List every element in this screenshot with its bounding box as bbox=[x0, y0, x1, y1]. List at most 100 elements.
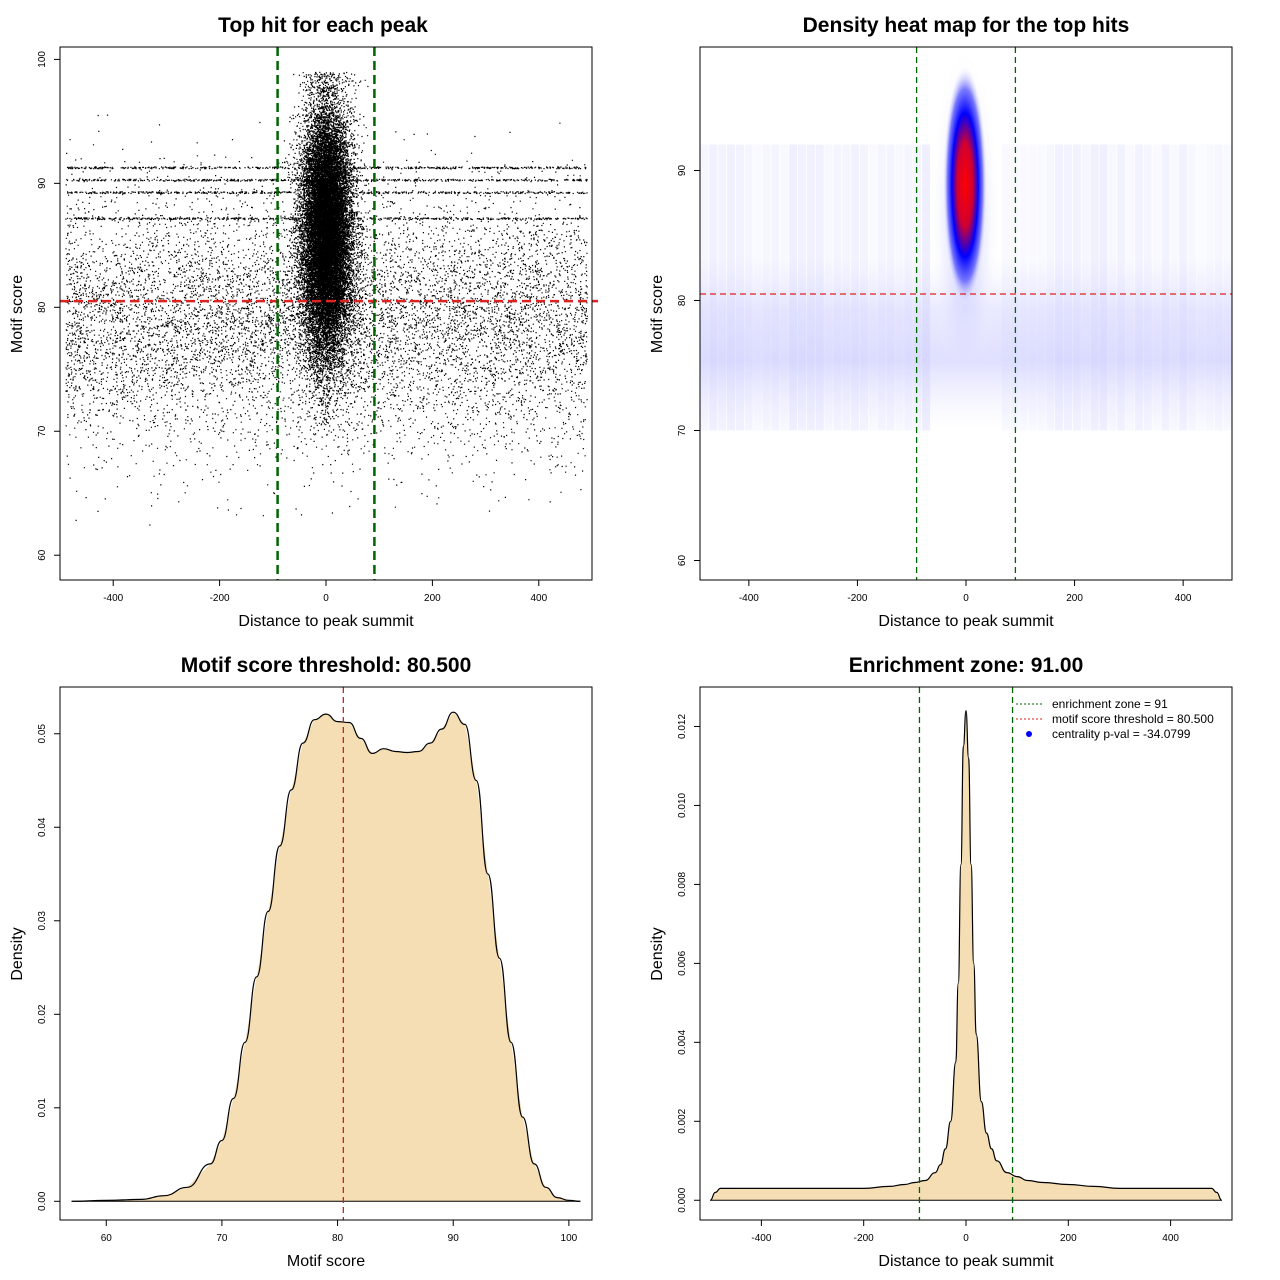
x-axis-label: Distance to peak summit bbox=[878, 613, 1054, 630]
y-tick-label: 0.03 bbox=[37, 911, 48, 931]
density-streak bbox=[886, 144, 895, 431]
reference-lines bbox=[60, 47, 598, 580]
density-plot-area bbox=[71, 687, 581, 1220]
density-streak bbox=[815, 144, 824, 431]
y-tick-label: 0.008 bbox=[677, 871, 688, 896]
density-streak bbox=[860, 144, 869, 431]
density-streak bbox=[1126, 144, 1135, 431]
density-streak bbox=[1196, 144, 1205, 431]
reference-lines bbox=[700, 47, 1232, 580]
density-streak bbox=[1055, 144, 1064, 431]
y-tick-label: 0.01 bbox=[37, 1098, 48, 1118]
x-tick-label: 80 bbox=[332, 1233, 344, 1244]
x-tick-label: -400 bbox=[103, 593, 123, 604]
axes: 60 70 80 90 100 0.00 0.01 0.02 0.03 0.04 0.05 bbox=[37, 724, 578, 1244]
density-streak bbox=[904, 144, 913, 431]
y-axis-label: Density bbox=[649, 927, 666, 980]
axes: -400 -200 0 200 400 60 70 80 90 100 bbox=[37, 51, 548, 604]
density-streak bbox=[1170, 144, 1179, 431]
density-streak bbox=[1108, 144, 1117, 431]
x-tick-label: -200 bbox=[210, 593, 230, 604]
density-streak bbox=[868, 144, 877, 431]
density-streak bbox=[922, 144, 931, 431]
density-streak bbox=[1152, 144, 1161, 431]
density-streak bbox=[1037, 144, 1046, 431]
axes: -400 -200 0 200 400 60 70 80 90 bbox=[677, 165, 1192, 604]
scatter-points bbox=[65, 71, 588, 526]
density-streak bbox=[1072, 144, 1081, 431]
density-streak bbox=[1117, 144, 1126, 431]
density-streak bbox=[1143, 144, 1152, 431]
density-streak bbox=[735, 144, 744, 431]
density-streak bbox=[1019, 144, 1028, 431]
density-fill bbox=[71, 712, 581, 1202]
density-streak bbox=[789, 144, 798, 431]
density-streak bbox=[1001, 144, 1010, 431]
density-streak bbox=[1081, 144, 1090, 431]
y-tick-label: 90 bbox=[37, 177, 48, 189]
density-streak bbox=[1214, 144, 1223, 431]
y-tick-label: 0.002 bbox=[677, 1108, 688, 1133]
density-streak bbox=[1161, 144, 1170, 431]
density-curve bbox=[709, 710, 1223, 1201]
density-streaks bbox=[700, 144, 1232, 431]
density-streak bbox=[842, 144, 851, 431]
density-streak bbox=[753, 144, 762, 431]
x-tick-label: -400 bbox=[751, 1233, 771, 1244]
y-tick-label: 0.012 bbox=[677, 714, 688, 739]
y-tick-label: 80 bbox=[677, 295, 688, 307]
scatter-panel: Top hit for each peak -400 -200 0 200 400 60 7… bbox=[9, 14, 598, 630]
density-streak bbox=[744, 144, 753, 431]
x-tick-label: 200 bbox=[1066, 593, 1083, 604]
y-tick-label: 0.000 bbox=[677, 1187, 688, 1212]
density-fill bbox=[710, 710, 1222, 1201]
x-tick-label: 400 bbox=[1175, 593, 1192, 604]
x-tick-label: -200 bbox=[854, 1233, 874, 1244]
legend: enrichment zone = 91 motif score thresho… bbox=[1016, 697, 1214, 741]
density-hotspot bbox=[943, 65, 987, 305]
chart-title: Motif score threshold: 80.500 bbox=[181, 654, 472, 677]
density-streak bbox=[1223, 144, 1232, 431]
y-axis-label: Motif score bbox=[649, 275, 666, 353]
legend-entry: centrality p-val = -34.0799 bbox=[1052, 727, 1191, 741]
density-streak bbox=[1179, 144, 1188, 431]
x-tick-label: 70 bbox=[216, 1233, 228, 1244]
x-axis-label: Distance to peak summit bbox=[238, 613, 414, 630]
density-streak bbox=[1134, 144, 1143, 431]
y-tick-label: 0.04 bbox=[37, 817, 48, 837]
heatmap-panel: Density heat map for the top hits -400 -2… bbox=[649, 14, 1233, 630]
density-streak bbox=[1028, 144, 1037, 431]
density-streak bbox=[762, 144, 771, 431]
density-streak bbox=[824, 144, 833, 431]
y-tick-label: 60 bbox=[37, 549, 48, 561]
x-tick-label: 0 bbox=[323, 593, 329, 604]
scatter-plot-area bbox=[65, 71, 588, 526]
density-streak bbox=[1090, 144, 1099, 431]
x-tick-label: 0 bbox=[963, 1233, 969, 1244]
x-tick-label: 100 bbox=[561, 1233, 578, 1244]
y-tick-label: 0.02 bbox=[37, 1004, 48, 1024]
density-streak bbox=[806, 144, 815, 431]
y-tick-label: 90 bbox=[677, 165, 688, 177]
legend-entry: enrichment zone = 91 bbox=[1052, 697, 1168, 711]
density-streak bbox=[1205, 144, 1214, 431]
x-tick-label: 400 bbox=[530, 593, 547, 604]
x-tick-label: 60 bbox=[101, 1233, 113, 1244]
density-streak bbox=[709, 144, 718, 431]
x-tick-label: 200 bbox=[1060, 1233, 1077, 1244]
legend-entry: motif score threshold = 80.500 bbox=[1052, 712, 1214, 726]
score-density-panel: Motif score threshold: 80.500 60 70 80 90 10… bbox=[9, 654, 593, 1270]
density-streak bbox=[1188, 144, 1197, 431]
density-streak bbox=[771, 144, 780, 431]
density-curve bbox=[71, 711, 581, 1202]
chart-title: Enrichment zone: 91.00 bbox=[849, 654, 1084, 677]
x-tick-label: -400 bbox=[739, 593, 759, 604]
density-streak bbox=[727, 144, 736, 431]
y-tick-label: 60 bbox=[677, 555, 688, 567]
density-streak bbox=[851, 144, 860, 431]
x-axis-label: Motif score bbox=[287, 1253, 365, 1270]
chart-title: Top hit for each peak bbox=[218, 14, 428, 37]
y-axis-label: Motif score bbox=[9, 275, 26, 353]
y-axis-label: Density bbox=[9, 927, 26, 980]
y-tick-label: 70 bbox=[37, 425, 48, 437]
